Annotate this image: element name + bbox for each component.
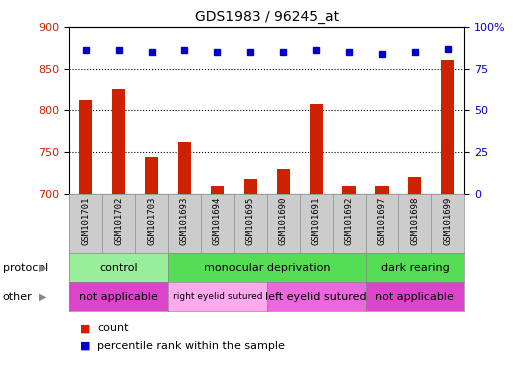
Bar	[277, 169, 290, 384]
Text: count: count	[97, 323, 129, 333]
Bar	[343, 185, 356, 384]
Text: GSM101695: GSM101695	[246, 197, 255, 245]
Text: percentile rank within the sample: percentile rank within the sample	[97, 341, 285, 351]
Text: ▶: ▶	[39, 263, 46, 273]
Text: ■: ■	[80, 323, 90, 333]
Text: monocular deprivation: monocular deprivation	[204, 263, 330, 273]
Bar	[309, 104, 323, 384]
Text: GSM101691: GSM101691	[311, 197, 321, 245]
Text: GSM101692: GSM101692	[345, 197, 353, 245]
Bar	[441, 60, 455, 384]
Text: GSM101698: GSM101698	[410, 197, 420, 245]
Text: GSM101697: GSM101697	[378, 197, 386, 245]
Text: ▶: ▶	[39, 291, 46, 302]
Text: GSM101699: GSM101699	[443, 197, 452, 245]
Text: left eyelid sutured: left eyelid sutured	[265, 291, 367, 302]
Text: not applicable: not applicable	[376, 291, 455, 302]
Text: control: control	[100, 263, 138, 273]
Text: ■: ■	[80, 341, 90, 351]
Text: protocol: protocol	[3, 263, 48, 273]
Bar	[408, 177, 422, 384]
Text: GSM101690: GSM101690	[279, 197, 288, 245]
Text: GSM101701: GSM101701	[81, 197, 90, 245]
Bar	[178, 142, 191, 384]
Text: GSM101702: GSM101702	[114, 197, 123, 245]
Text: not applicable: not applicable	[79, 291, 158, 302]
Text: GSM101694: GSM101694	[213, 197, 222, 245]
Bar	[376, 185, 388, 384]
Text: GSM101703: GSM101703	[147, 197, 156, 245]
Text: GSM101693: GSM101693	[180, 197, 189, 245]
Bar	[112, 89, 125, 384]
Text: right eyelid sutured: right eyelid sutured	[173, 292, 262, 301]
Title: GDS1983 / 96245_at: GDS1983 / 96245_at	[195, 10, 339, 25]
Bar	[79, 100, 92, 384]
Bar	[145, 157, 158, 384]
Text: other: other	[3, 291, 32, 302]
Text: dark rearing: dark rearing	[381, 263, 449, 273]
Bar	[211, 185, 224, 384]
Bar	[244, 179, 257, 384]
